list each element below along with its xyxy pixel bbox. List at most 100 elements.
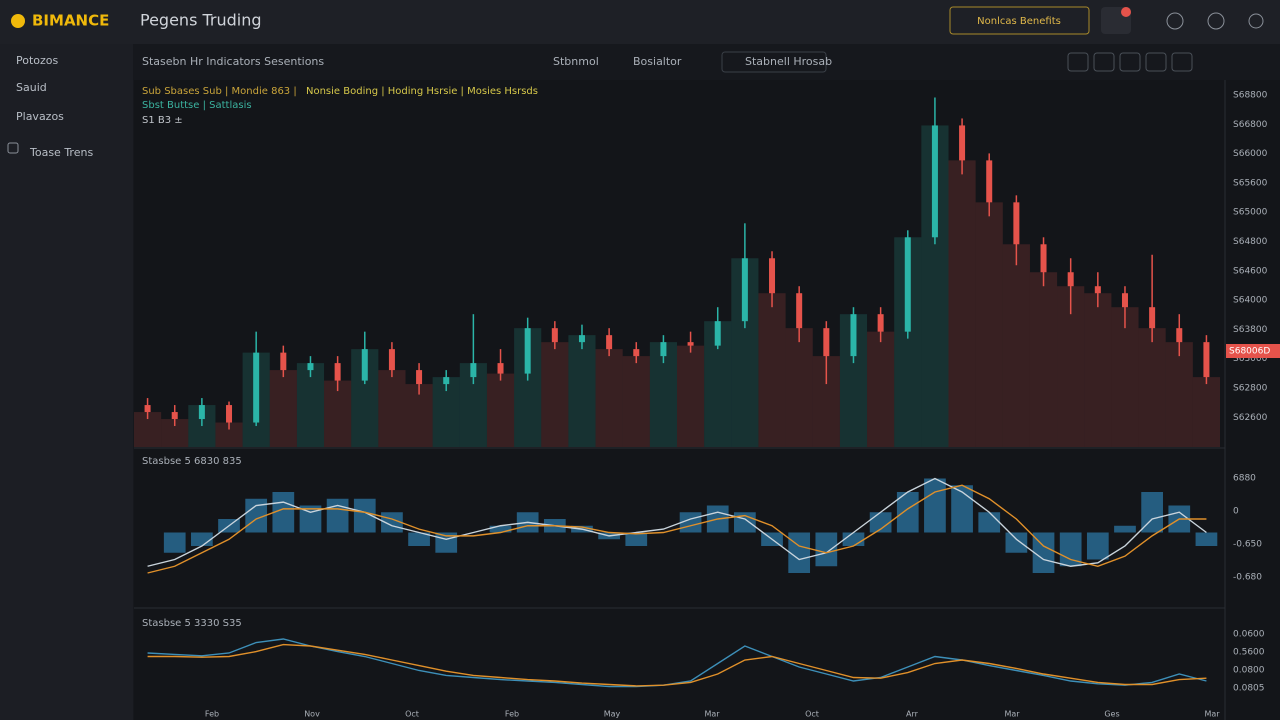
macd-axis-label: 0 (1233, 507, 1239, 517)
macd-histogram-bar (1005, 532, 1028, 553)
tool-button[interactable] (1093, 52, 1115, 72)
macd-histogram-bar (1059, 532, 1082, 567)
candle-body (823, 328, 830, 357)
sidebar-item[interactable]: Plavazos (16, 110, 64, 123)
oscillator-axis-label: 0.0800 (1233, 666, 1265, 676)
candle-body (741, 258, 748, 322)
candle-body (931, 125, 938, 238)
candle-body (578, 335, 585, 343)
x-axis-label: Mar (1004, 710, 1020, 719)
volume-shade (486, 373, 515, 447)
legend-text: Sbst Buttse | Sattlasis (142, 100, 252, 111)
candle-body (850, 314, 857, 357)
candle-body (769, 258, 776, 294)
candle-body (1176, 328, 1183, 343)
oscillator-line (147, 643, 1207, 687)
macd-histogram-bar (245, 498, 268, 533)
tool-button[interactable] (1067, 52, 1089, 72)
tool-button[interactable] (1119, 52, 1141, 72)
x-axis-label: Mar (1204, 710, 1220, 719)
macd-histogram-bar (978, 512, 1001, 533)
macd-axis-label: -0.650 (1233, 540, 1262, 550)
last-price: S68006D (1229, 347, 1270, 357)
legend-text: S1 B3 ± (142, 115, 183, 126)
candle-body (1203, 342, 1210, 378)
volume-shade (785, 328, 813, 447)
toolbar-item[interactable]: Stabnell Hrosab (745, 55, 832, 68)
settings-icon[interactable] (1166, 12, 1184, 30)
volume-shade (1165, 342, 1193, 447)
macd-histogram-bar (299, 505, 322, 533)
price-axis-label: S63800 (1233, 325, 1268, 335)
price-axis-label: S62600 (1233, 413, 1268, 423)
macd-histogram-bar (815, 532, 838, 567)
macd-histogram-bar (353, 498, 376, 533)
candle-body (986, 160, 993, 203)
x-axis-label: Mar (704, 710, 720, 719)
sidebar-item[interactable]: Sauid (16, 81, 47, 94)
candle-body (551, 328, 558, 343)
volume-shade (975, 202, 1003, 447)
toolbar-item[interactable]: Stasebn Hr Indicators Sesentions (142, 55, 324, 68)
sidebar-icon (7, 142, 19, 154)
candle-body (470, 363, 477, 378)
volume-shade (758, 293, 786, 447)
x-axis-label: Oct (805, 710, 819, 719)
volume-shade (324, 380, 352, 447)
macd-histogram-bar (1141, 492, 1163, 533)
volume-shade (867, 331, 895, 447)
candle-body (171, 412, 178, 420)
signal-line (147, 484, 1207, 574)
toolbar-item[interactable]: Bosialtor (633, 55, 682, 68)
candle-body (1121, 293, 1128, 308)
macd-axis-label: -0.680 (1233, 573, 1262, 583)
notification-dot (1121, 7, 1131, 17)
price-axis-label: S64000 (1233, 296, 1268, 306)
macd-histogram-bar (163, 532, 186, 553)
x-axis-label: Feb (505, 710, 519, 719)
macd-histogram-bar (788, 532, 811, 573)
user-icon[interactable] (1207, 12, 1225, 30)
candle-body (253, 352, 260, 423)
x-axis-label: Oct (405, 710, 419, 719)
macd-histogram-bar (625, 532, 648, 546)
bell-icon[interactable] (1248, 13, 1264, 29)
oscillator-axis-label: 0.5600 (1233, 648, 1265, 658)
candle-body (1149, 307, 1156, 329)
x-axis-label: May (604, 710, 621, 719)
price-axis-label: S66800 (1233, 120, 1268, 130)
legend-text: Nonsie Boding | Hoding Hsrsie | Mosies H… (306, 86, 538, 97)
tool-button[interactable] (1145, 52, 1167, 72)
candle-body (904, 237, 911, 332)
toolbar-box[interactable] (721, 51, 827, 73)
logo[interactable]: BIMANCE (32, 12, 109, 30)
price-axis-label: S62800 (1233, 384, 1268, 394)
pane-label: Stasbse 5 3330 S35 (142, 618, 242, 629)
pane-label: Stasbse 5 6830 835 (142, 456, 242, 467)
tool-button[interactable] (1171, 52, 1193, 72)
x-axis-label: Arr (906, 710, 919, 719)
price-axis-label: S64600 (1233, 266, 1268, 276)
toolbar-item[interactable]: Stbnmol (553, 55, 599, 68)
candle-body (416, 370, 423, 385)
sidebar-item[interactable]: Potozos (16, 54, 59, 67)
volume-shade (622, 356, 650, 447)
oscillator-axis-label: 0.0600 (1233, 630, 1265, 640)
candle-body (144, 405, 151, 413)
candle-body (1013, 202, 1020, 245)
x-axis-label: Nov (304, 710, 320, 719)
price-axis-label: S65000 (1233, 208, 1268, 218)
candle-body (388, 349, 395, 371)
volume-shade (1111, 307, 1139, 447)
volume-shade (948, 160, 976, 447)
volume-shade (1084, 293, 1112, 447)
volume-shade (378, 370, 406, 447)
benefit-button[interactable] (949, 6, 1090, 35)
macd-histogram-bar (1086, 532, 1109, 560)
button-label[interactable]: Nonlcas Benefits (977, 16, 1061, 27)
sidebar-item[interactable]: Toase Trens (29, 146, 93, 159)
macd-histogram-bar (408, 532, 430, 546)
x-axis-label: Feb (205, 710, 219, 719)
